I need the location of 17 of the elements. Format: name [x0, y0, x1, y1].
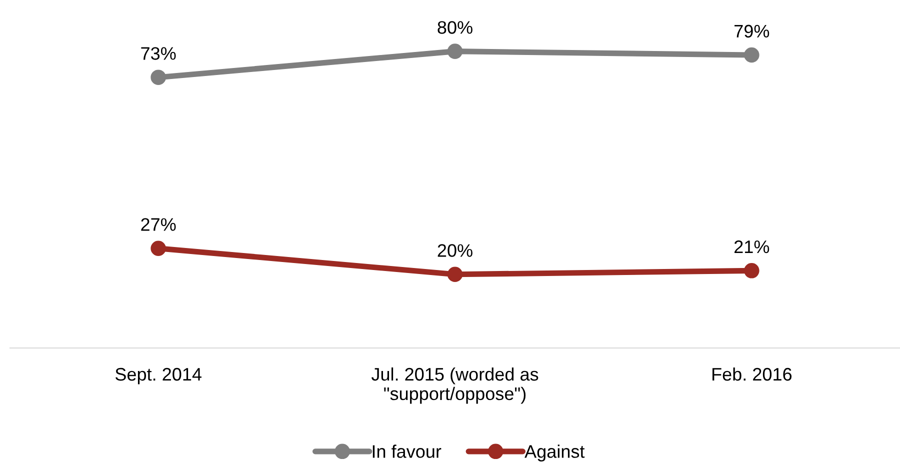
x-tick-label: Feb. 2016 — [712, 367, 792, 381]
data-label: 21% — [734, 240, 770, 254]
point — [150, 240, 166, 256]
data-label: 20% — [438, 244, 472, 257]
point — [150, 70, 166, 85]
data-label: 73% — [141, 47, 176, 60]
data-label: 27% — [141, 218, 176, 231]
data-label: 79% — [734, 24, 770, 38]
x-tick-label: Sept. 2014 — [115, 368, 202, 384]
x-tick-label: Jul. 2015 (worded as "support/oppose") — [371, 367, 538, 404]
point — [447, 266, 463, 282]
data-label: 80% — [438, 21, 472, 34]
point — [447, 44, 463, 59]
legend-label: Against — [524, 444, 585, 462]
legend-label: In favour — [372, 444, 442, 458]
point — [744, 263, 760, 278]
point — [744, 47, 760, 63]
